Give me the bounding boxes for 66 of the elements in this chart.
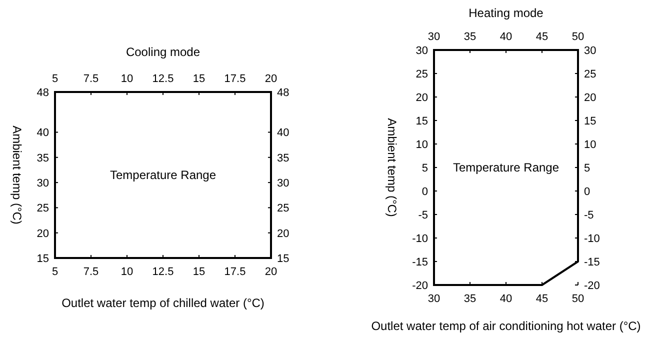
y2-tick-label: -20	[584, 280, 600, 292]
y2-tick-label: 0	[584, 186, 590, 198]
x-tick-label: 45	[536, 31, 548, 43]
x-axis-title: Outlet water temp of chilled water (°C)	[62, 296, 264, 310]
x2-tick-label: 5	[52, 266, 58, 278]
y2-tick-label: -10	[584, 233, 600, 245]
y2-tick-label: 15	[584, 116, 596, 128]
y-tick-label: -5	[418, 210, 428, 222]
y2-tick-label: -15	[584, 256, 600, 268]
y2-tick-label: 35	[277, 152, 290, 164]
y-tick-label: 20	[36, 228, 49, 240]
y-tick-label: 35	[36, 152, 49, 164]
y2-tick-label: -5	[584, 210, 594, 222]
y2-tick-label: 20	[584, 92, 596, 104]
y-tick-label: 30	[416, 45, 428, 57]
x-tick-label: 5	[52, 73, 58, 85]
annotation: Temperature Range	[110, 168, 216, 182]
x2-tick-label: 20	[264, 266, 278, 278]
chart-title: Heating mode	[468, 6, 544, 20]
x2-tick-label: 10	[120, 266, 134, 278]
x-tick-label: 40	[500, 31, 512, 43]
x2-tick-label: 40	[500, 293, 512, 305]
x2-tick-label: 15	[192, 266, 206, 278]
y-tick-label: 20	[416, 92, 428, 104]
x2-tick-label: 7.5	[83, 266, 99, 278]
y-tick-label: 15	[416, 116, 428, 128]
y-tick-label: 15	[36, 253, 49, 265]
y2-tick-label: 30	[584, 45, 596, 57]
y-axis-title: Ambient temp (°C)	[10, 126, 24, 224]
x-tick-label: 35	[464, 31, 476, 43]
x-tick-label: 50	[572, 31, 584, 43]
annotation: Temperature Range	[452, 160, 560, 174]
x-tick-label: 15	[192, 73, 206, 85]
x2-tick-label: 12.5	[152, 266, 174, 278]
y-tick-label: 30	[36, 178, 49, 190]
x2-tick-label: 17.5	[224, 266, 246, 278]
x-tick-label: 12.5	[152, 73, 174, 85]
x-tick-label: 10	[120, 73, 134, 85]
chart-title: Cooling mode	[126, 45, 200, 59]
y-axis-title: Ambient temp (°C)	[385, 118, 399, 217]
y2-tick-label: 40	[277, 127, 290, 140]
y-tick-label: 10	[416, 139, 428, 151]
y-tick-label: 0	[422, 186, 428, 198]
y-tick-label: 40	[36, 127, 49, 140]
y-tick-label: -10	[412, 233, 428, 245]
y2-tick-label: 20	[277, 228, 290, 240]
y-tick-label: 25	[36, 202, 49, 215]
x-tick-label: 17.5	[224, 73, 246, 85]
y2-tick-label: 5	[584, 162, 590, 174]
y-tick-label: 25	[416, 68, 428, 80]
y2-tick-label: 48	[277, 87, 290, 99]
x-tick-label: 20	[264, 73, 278, 85]
y-tick-label: 5	[422, 162, 428, 174]
y2-tick-label: 25	[584, 68, 596, 80]
y-tick-label: 48	[36, 87, 49, 99]
y-tick-label: -20	[412, 280, 428, 292]
y2-tick-label: 10	[584, 139, 596, 151]
y2-tick-label: 15	[277, 253, 290, 265]
x2-tick-label: 50	[572, 293, 584, 305]
x2-tick-label: 45	[536, 293, 548, 305]
x-axis-title: Outlet water temp of air conditioning hot water (°C)	[371, 319, 641, 333]
y2-tick-label: 30	[277, 178, 290, 190]
y-tick-label: -15	[412, 256, 428, 268]
y2-tick-label: 25	[277, 202, 290, 215]
x-tick-label: 7.5	[83, 73, 99, 85]
x2-tick-label: 35	[464, 293, 476, 305]
